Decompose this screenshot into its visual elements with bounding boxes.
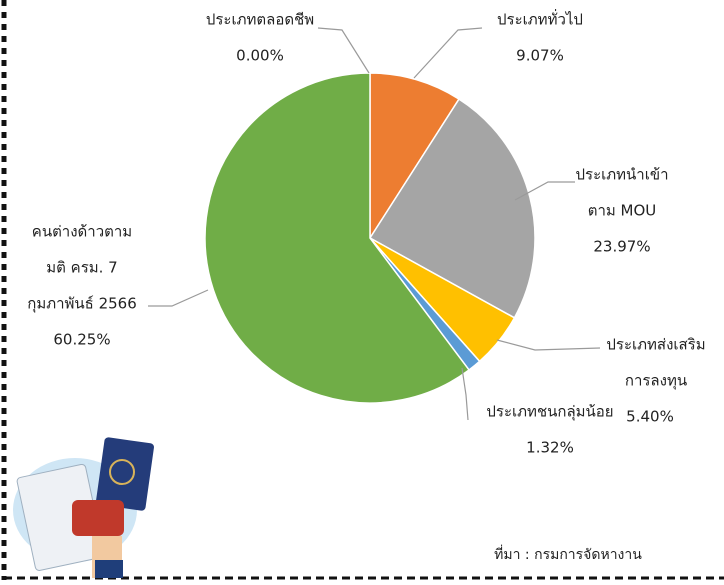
value-label: 1.32% [526,439,574,457]
chart: ที่มา : กรมการจัดหางาน ประเภทตลอดชีพ 0.00… [0,0,724,585]
decoration [13,437,154,578]
slice-label: กุมภาพันธ์ 2566 [27,295,137,314]
leader-line [414,28,482,78]
slice-label: ประเภททั่วไป [497,9,583,29]
value-label: 9.07% [516,47,564,65]
leader-line [497,340,600,350]
value-label: 60.25% [53,331,110,349]
leader-line [462,368,468,420]
slice-label: ตาม MOU [588,202,657,220]
slice-label: มติ ครม. 7 [46,259,117,277]
leader-line [148,290,208,306]
slice-label: คนต่างด้าวตาม [32,223,132,241]
slice-label: ประเภทตลอดชีพ [206,11,314,29]
source-note: ที่มา : กรมการจัดหางาน [494,545,642,563]
leader-line [318,28,369,73]
slice-label: ประเภทชนกลุ่มน้อย [486,403,613,422]
value-label: 23.97% [593,238,650,256]
value-label: 5.40% [626,408,674,426]
slice-label: ประเภทส่งเสริม [606,336,705,354]
slice-label: การลงทุน [625,372,687,391]
pie [205,73,535,403]
value-label: 0.00% [236,47,284,65]
slice-label: ประเภทนำเข้า [575,166,668,184]
